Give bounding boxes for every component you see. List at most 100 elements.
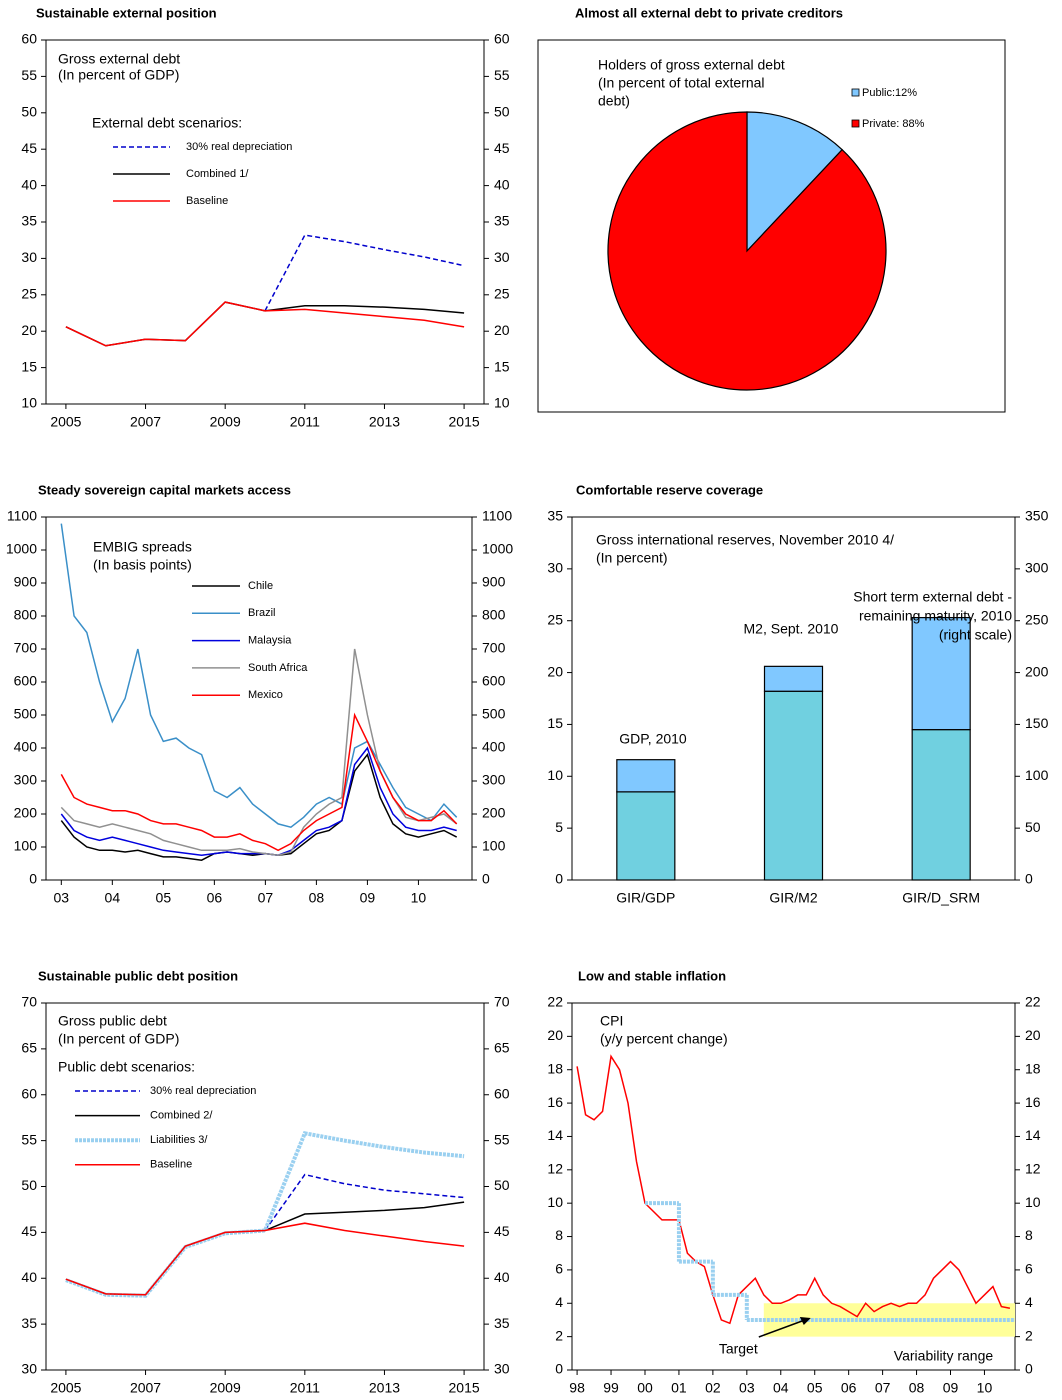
y2-tick-label: 100	[1025, 767, 1049, 783]
legend-label: Public:12%	[862, 87, 917, 99]
bar-annotation: Short term external debt -	[853, 589, 1012, 605]
y2-tick-label: 22	[1025, 994, 1041, 1010]
chart-title: Comfortable reserve coverage	[576, 482, 763, 497]
series-line	[65, 301, 465, 347]
x-tick-label: 99	[603, 1380, 619, 1396]
legend-label: Chile	[248, 580, 273, 592]
x-tick-label: 04	[773, 1380, 789, 1396]
x-tick-label: 2007	[130, 414, 161, 430]
y-tick-label: 50	[21, 104, 37, 120]
y2-tick-label: 400	[482, 739, 506, 755]
series-line	[60, 648, 458, 857]
y-tick-label: 800	[14, 607, 38, 623]
x-tick-label: 09	[943, 1380, 959, 1396]
y-tick-label: 45	[21, 1223, 37, 1239]
y-tick-label: 500	[14, 706, 38, 722]
x-tick-label: 07	[875, 1380, 891, 1396]
target-arrow	[758, 1319, 806, 1338]
y-tick-label: 40	[21, 1269, 37, 1285]
chart-title: Sustainable external position	[36, 5, 217, 20]
y-tick-label: 5	[555, 819, 563, 835]
y-tick-label: 65	[21, 1040, 37, 1056]
bar-annotation: remaining maturity, 2010	[859, 608, 1012, 624]
y-tick-label: 200	[14, 805, 38, 821]
band-label: Variability range	[894, 1348, 994, 1364]
pie-slice	[607, 111, 887, 391]
chart-title: Sustainable public debt position	[38, 968, 238, 983]
x-tick-label: 03	[54, 890, 70, 906]
y2-tick-label: 60	[494, 1085, 510, 1101]
chart-note: (In percent of GDP)	[58, 67, 179, 83]
legend-label: Private: 88%	[862, 118, 925, 130]
x-tick-label: 2009	[210, 414, 241, 430]
x-tick-label: 2011	[290, 414, 320, 430]
y2-tick-label: 40	[494, 176, 510, 192]
y2-tick-label: 55	[494, 1131, 510, 1147]
y-tick-label: 15	[547, 715, 563, 731]
y-tick-label: 35	[547, 508, 563, 524]
series-line	[264, 1173, 465, 1231]
target-label: Target	[719, 1341, 758, 1357]
x-tick-label: 2007	[130, 1380, 161, 1396]
y2-tick-label: 45	[494, 140, 510, 156]
y-tick-label: 30	[547, 560, 563, 576]
bar-segment	[911, 617, 971, 731]
legend-swatch	[851, 119, 860, 128]
legend-label: Mexico	[248, 689, 283, 701]
legend-label: South Africa	[248, 662, 308, 674]
y-tick-label: 400	[14, 739, 38, 755]
bar-segment	[911, 729, 971, 881]
y2-tick-label: 0	[1025, 1361, 1033, 1377]
y2-tick-label: 1100	[482, 508, 512, 524]
y-tick-label: 900	[14, 574, 38, 590]
chart-title: Low and stable inflation	[578, 968, 726, 983]
x-tick-label: 2009	[210, 1380, 241, 1396]
chart-note: Holders of gross external debt	[598, 57, 785, 73]
x-tick-label: 09	[360, 890, 376, 906]
y-tick-label: 25	[547, 611, 563, 627]
bar-segment	[763, 690, 824, 881]
y2-tick-label: 600	[482, 673, 506, 689]
x-tick-label: 02	[705, 1380, 721, 1396]
y-tick-label: 25	[21, 286, 37, 302]
legend-label: Malaysia	[248, 635, 292, 647]
x-tick-label: GIR/D_SRM	[902, 890, 980, 906]
x-tick-label: 04	[105, 890, 121, 906]
x-tick-label: 10	[977, 1380, 993, 1396]
x-tick-label: 2005	[50, 1380, 81, 1396]
x-tick-label: 08	[909, 1380, 925, 1396]
x-tick-label: 03	[739, 1380, 755, 1396]
series-line	[576, 1054, 1011, 1325]
legend-label: Baseline	[186, 195, 228, 207]
y2-tick-label: 25	[494, 286, 510, 302]
series-line	[264, 234, 465, 312]
y2-tick-label: 40	[494, 1269, 510, 1285]
y-tick-label: 1100	[7, 508, 37, 524]
y-tick-label: 20	[21, 322, 37, 338]
y-tick-label: 700	[14, 640, 38, 656]
x-tick-label: 05	[156, 890, 172, 906]
y2-tick-label: 10	[1025, 1194, 1041, 1210]
x-tick-label: 2013	[369, 414, 400, 430]
chart-note: (In percent of total external	[598, 75, 765, 91]
y-tick-label: 20	[547, 663, 563, 679]
y-tick-label: 10	[547, 1194, 563, 1210]
y2-tick-label: 1000	[482, 541, 513, 557]
y2-tick-label: 6	[1025, 1261, 1033, 1277]
y2-tick-label: 200	[482, 805, 506, 821]
series-line	[65, 1201, 465, 1296]
x-tick-label: 08	[309, 890, 325, 906]
y2-tick-label: 50	[494, 104, 510, 120]
y2-tick-label: 35	[494, 1315, 510, 1331]
y-tick-label: 10	[547, 767, 563, 783]
x-tick-label: 2005	[50, 414, 81, 430]
x-tick-label: 10	[411, 890, 427, 906]
legend-label: Liabilities 3/	[150, 1134, 208, 1146]
x-tick-label: GIR/M2	[769, 890, 817, 906]
y2-tick-label: 16	[1025, 1094, 1041, 1110]
y2-tick-label: 0	[482, 871, 490, 887]
legend-title: Public debt scenarios:	[58, 1059, 195, 1075]
y-tick-label: 18	[547, 1060, 563, 1076]
y-tick-label: 50	[21, 1177, 37, 1193]
